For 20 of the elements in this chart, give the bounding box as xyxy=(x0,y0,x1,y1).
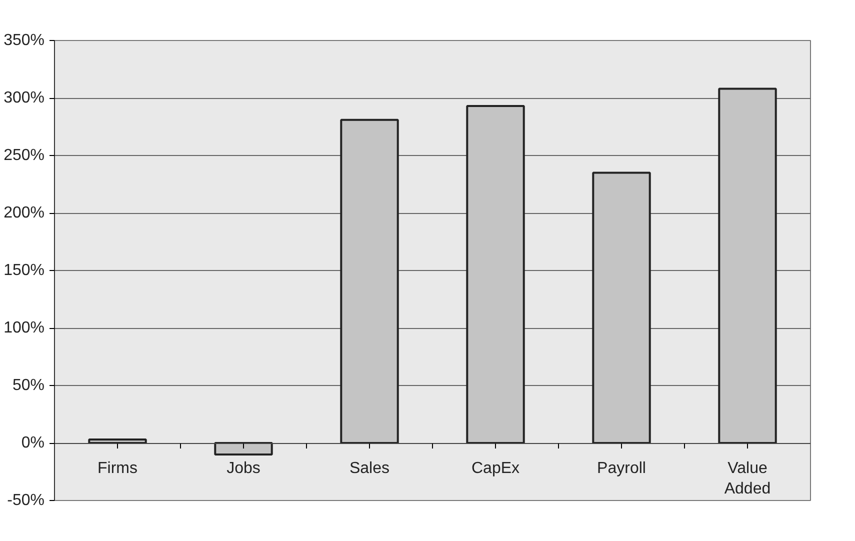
y-tick-label: 250% xyxy=(4,147,44,164)
bar xyxy=(340,118,399,444)
y-tick-label: 300% xyxy=(4,90,44,106)
bar xyxy=(466,105,525,444)
x-tick-label: Sales xyxy=(349,460,390,477)
y-tick-label: 0% xyxy=(21,434,44,452)
y-tick-label: 100% xyxy=(4,320,44,336)
y-tick-label: 200% xyxy=(4,204,44,222)
x-tick-label: Value Added xyxy=(724,460,771,498)
bar xyxy=(214,442,273,456)
y-tick-label: -50% xyxy=(7,492,45,509)
y-tick-label: 50% xyxy=(12,377,45,394)
bar xyxy=(718,88,777,444)
bar xyxy=(592,172,651,444)
x-tick-label: Payroll xyxy=(597,460,646,477)
y-tick-label: 150% xyxy=(4,262,44,279)
y-tick-label: 350% xyxy=(4,32,44,49)
x-tick-label: Jobs xyxy=(226,460,260,477)
x-tick-label: Firms xyxy=(98,460,138,477)
x-tick-label: CapEx xyxy=(471,460,520,477)
